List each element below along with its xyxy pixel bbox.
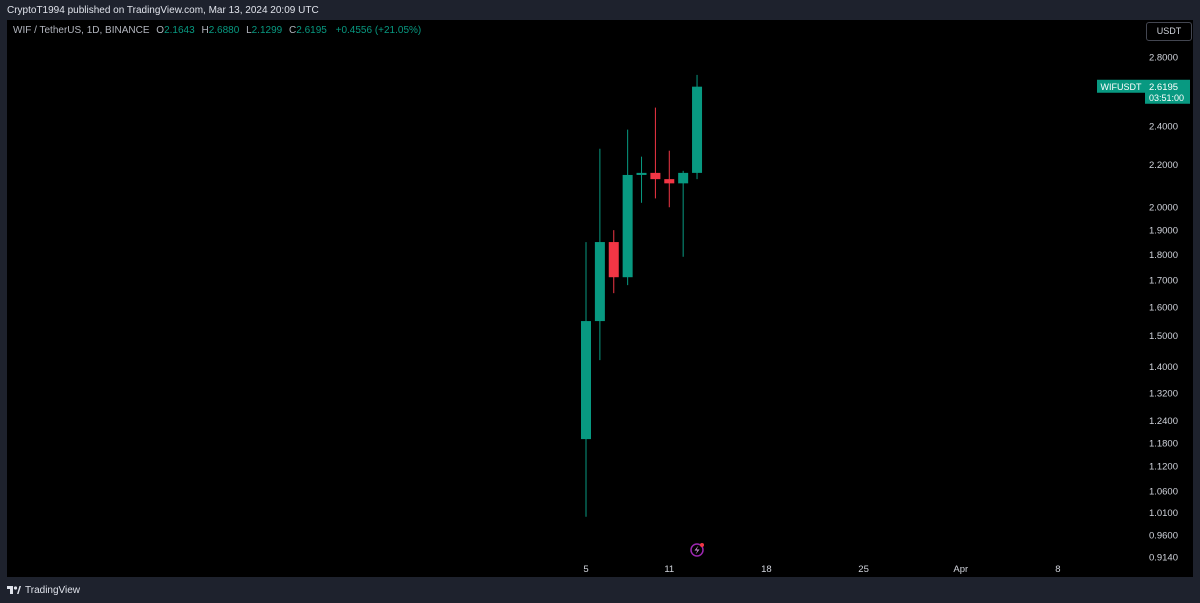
candle-body [608,242,619,278]
high-value: 2.6880 [208,25,240,36]
candle-body [594,242,605,322]
close-key: C [289,25,297,36]
lightning-icon [690,543,704,557]
low-key: L [246,25,252,36]
candle-body [678,172,689,184]
change-value: +0.4556 (+21.05%) [335,25,422,36]
currency-button[interactable]: USDT [1146,22,1192,41]
close-value: 2.6195 [296,25,327,36]
y-tick-label: 2.8000 [1149,53,1178,64]
published-caption: CryptoT1994 published on TradingView.com… [7,5,319,16]
y-tick-label: 0.9600 [1149,531,1178,542]
open-key: O [156,25,165,36]
open-value: 2.1643 [164,25,195,36]
footer: TradingView [0,578,1200,603]
chart-area[interactable]: WIF / TetherUS, 1D, BINANCE O2.1643 H2.6… [7,20,1193,577]
y-tick-label: 1.5000 [1149,331,1178,342]
y-tick-label: 1.1200 [1149,462,1178,473]
y-tick-label: 1.2400 [1149,416,1178,427]
y-tick-label: 1.3200 [1149,388,1178,399]
x-tick-label: 25 [858,564,869,575]
candle-body [581,321,591,440]
candle-body [650,172,661,180]
tradingview-logo[interactable]: TradingView [7,584,80,596]
symbol-marker-label: WIFUSDT [1101,82,1142,92]
y-tick-label: 1.6000 [1149,302,1178,313]
y-tick-label: 1.9000 [1149,226,1178,237]
candle-body [692,86,703,173]
candle-body [622,174,633,278]
candlestick-plot[interactable]: 2.8000 2.4000 2.2000 2.0000 1.9000 1.8000 1.70… [7,20,1193,577]
candle-body [664,179,675,184]
x-tick-label: 5 [583,564,588,575]
low-value: 2.1299 [251,25,283,36]
last-price-value: 2.6195 [1149,82,1178,93]
x-tick-label: 11 [664,564,674,575]
last-price-box [1145,79,1190,104]
y-tick-label: 1.4000 [1149,362,1178,373]
y-tick-label: 2.2000 [1149,160,1178,171]
high-key: H [201,25,209,36]
ohlc-legend: WIF / TetherUS, 1D, BINANCE O2.1643 H2.6… [13,25,421,36]
symbol-marker-box [1097,79,1145,93]
y-tick-label: 2.4000 [1149,121,1178,132]
y-tick-label: 1.1800 [1149,438,1178,449]
event-dot-icon [700,543,704,547]
tradingview-brand: TradingView [25,584,81,596]
y-tick-label: 2.0000 [1149,203,1178,214]
x-tick-label: 8 [1055,564,1060,575]
x-tick-label: 18 [761,564,772,575]
lightning-bolt-icon [694,545,700,555]
x-tick-label: Apr [953,564,968,575]
y-tick-label: 0.9140 [1149,552,1178,563]
y-tick-label: 1.7000 [1149,275,1178,286]
symbol-label: WIF / TetherUS, 1D, BINANCE [13,25,150,36]
y-tick-label: 1.8000 [1149,250,1178,261]
candle-body [636,172,647,175]
y-tick-label: 1.0600 [1149,486,1178,497]
tradingview-logo-icon [7,586,21,594]
countdown-value: 03:51:00 [1149,93,1184,103]
y-tick-label: 1.0100 [1149,508,1178,519]
